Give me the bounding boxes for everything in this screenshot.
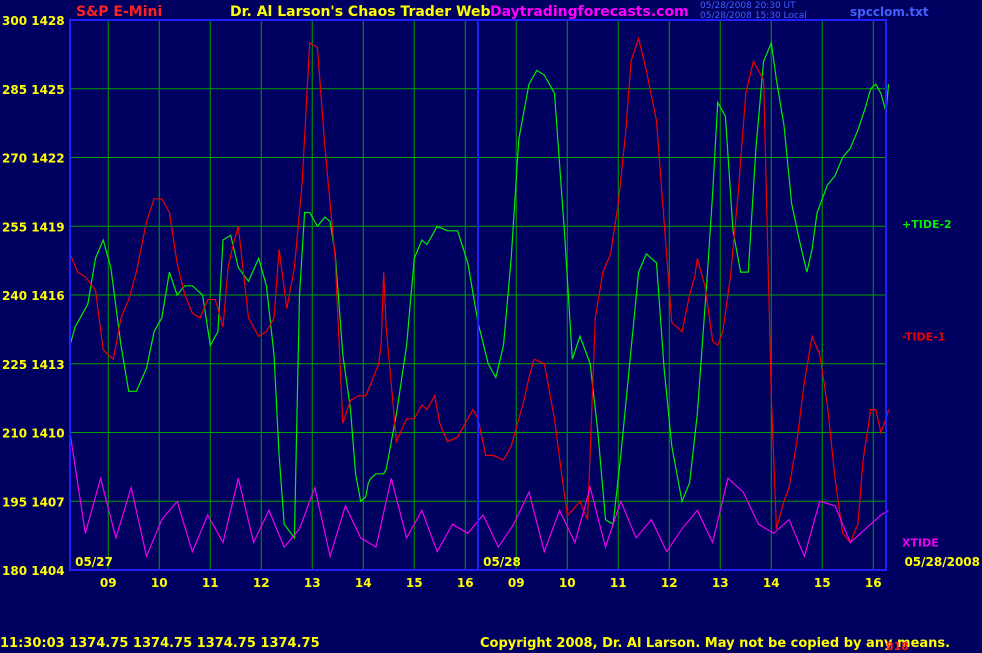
x-tick-label: 11 — [202, 576, 219, 590]
y-tick-label: 180 1404 — [2, 564, 65, 578]
x-tick-label: 11 — [610, 576, 627, 590]
y-tick-label: 210 1410 — [2, 427, 65, 441]
series-labels: +TIDE-2 -TIDE-1 XTIDE — [902, 218, 952, 550]
plot-frame — [69, 19, 887, 571]
date-label: 05/28 — [483, 555, 521, 569]
series-layer — [69, 36, 890, 559]
x-tick-label: 12 — [661, 576, 678, 590]
price-quote: 11:30:03 1374.75 1374.75 1374.75 1374.75 — [0, 636, 320, 651]
y-tick-label: 240 1416 — [2, 289, 65, 303]
x-tick-label: 13 — [712, 576, 729, 590]
x-tick-label: 09 — [508, 576, 525, 590]
x-tick-label: 13 — [304, 576, 321, 590]
timestamp-local: 05/28/2008 15:30 Local — [700, 11, 807, 21]
series-line-xtide — [69, 432, 889, 559]
y-tick-label: 270 1422 — [2, 152, 65, 166]
y-tick-label: 300 1428 — [2, 14, 65, 28]
x-tick-label: 15 — [814, 576, 831, 590]
grid — [70, 20, 886, 570]
y-tick-label: 225 1413 — [2, 358, 65, 372]
series-label: -TIDE-1 — [902, 330, 945, 343]
timestamp-ut: 05/28/2008 20:30 UT — [700, 1, 796, 11]
instrument-title: S&P E-Mini — [76, 4, 163, 20]
date-label: 05/27 — [75, 555, 113, 569]
x-tick-label: 14 — [355, 576, 372, 590]
series-line-tide-2 — [69, 40, 890, 540]
data-file-name: spcclom.txt — [850, 5, 929, 19]
y-tick-label: 285 1425 — [2, 83, 65, 97]
copyright-notice: Copyright 2008, Dr. Al Larson. May not b… — [480, 636, 951, 651]
x-tick-label: 10 — [559, 576, 576, 590]
x-tick-label: 16 — [865, 576, 882, 590]
x-tick-label: 15 — [406, 576, 423, 590]
x-tick-label: 14 — [763, 576, 780, 590]
y-tick-label: 195 1407 — [2, 495, 65, 509]
x-tick-label: 12 — [253, 576, 270, 590]
y-axis-labels: 300 1428 285 1425 270 1422 255 1419 240 1416… — [2, 14, 65, 578]
x-tick-label: 10 — [151, 576, 168, 590]
date-label: 05/28/2008 — [904, 555, 980, 569]
chart-title: Dr. Al Larson's Chaos Trader Web — [230, 4, 491, 20]
series-label: XTIDE — [902, 537, 939, 550]
series-line-tide-1 — [69, 36, 890, 544]
series-label: +TIDE-2 — [902, 218, 952, 231]
corner-stamp: 818 — [886, 640, 909, 653]
x-axis-labels: 09 10 11 12 13 14 15 16 09 10 11 12 13 14 15 16 05/27 05/… — [75, 555, 980, 590]
x-tick-label: 09 — [100, 576, 117, 590]
site-link[interactable]: Daytradingforecasts.com — [490, 4, 689, 20]
y-tick-label: 255 1419 — [2, 220, 65, 234]
x-tick-label: 16 — [457, 576, 474, 590]
